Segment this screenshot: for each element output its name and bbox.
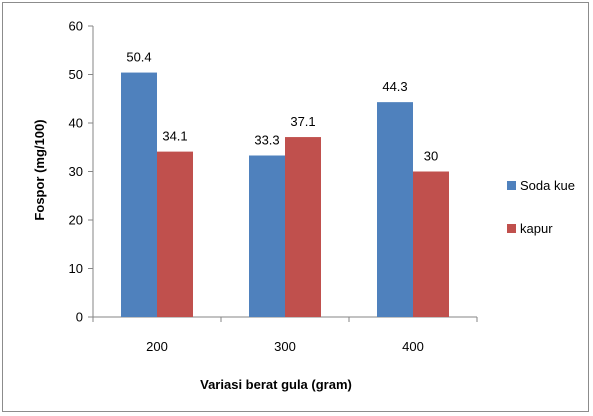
x-ticks: 200 300 400	[92, 317, 478, 354]
bars	[121, 72, 449, 318]
data-labels: 50.4 34.1 33.3 37.1 44.3 30	[126, 50, 438, 164]
x-tick-label: 300	[274, 339, 296, 354]
bar-kapur-200	[157, 151, 193, 317]
bar-kapur-400	[413, 171, 449, 317]
data-label: 34.1	[162, 129, 187, 144]
x-axis-label: Variasi berat gula (gram)	[200, 377, 352, 392]
data-label: 30	[424, 149, 438, 164]
legend-swatch	[507, 181, 516, 190]
bar-soda-kue-200	[121, 72, 157, 317]
bar-kapur-300	[285, 137, 321, 317]
y-tick-label: 30	[69, 164, 83, 179]
y-ticks: 0 10 20 30 40 50 60	[69, 19, 93, 325]
legend-label: kapur	[520, 221, 553, 236]
y-tick-label: 20	[69, 213, 83, 228]
data-label: 50.4	[126, 50, 151, 65]
y-tick-label: 0	[76, 310, 83, 325]
y-tick-label: 60	[69, 19, 83, 34]
data-label: 37.1	[290, 114, 315, 129]
y-tick-label: 40	[69, 116, 83, 131]
legend: Soda kue kapur	[507, 178, 575, 236]
y-tick-label: 50	[69, 67, 83, 82]
x-tick-label: 400	[402, 339, 424, 354]
legend-swatch	[507, 224, 516, 233]
bar-soda-kue-300	[249, 155, 285, 317]
y-axis-label: Fospor (mg/100)	[32, 119, 47, 220]
legend-label: Soda kue	[520, 178, 575, 193]
data-label: 33.3	[254, 132, 279, 147]
data-label: 44.3	[382, 79, 407, 94]
y-tick-label: 10	[69, 261, 83, 276]
x-tick-label: 200	[146, 339, 168, 354]
bar-soda-kue-400	[377, 102, 413, 318]
